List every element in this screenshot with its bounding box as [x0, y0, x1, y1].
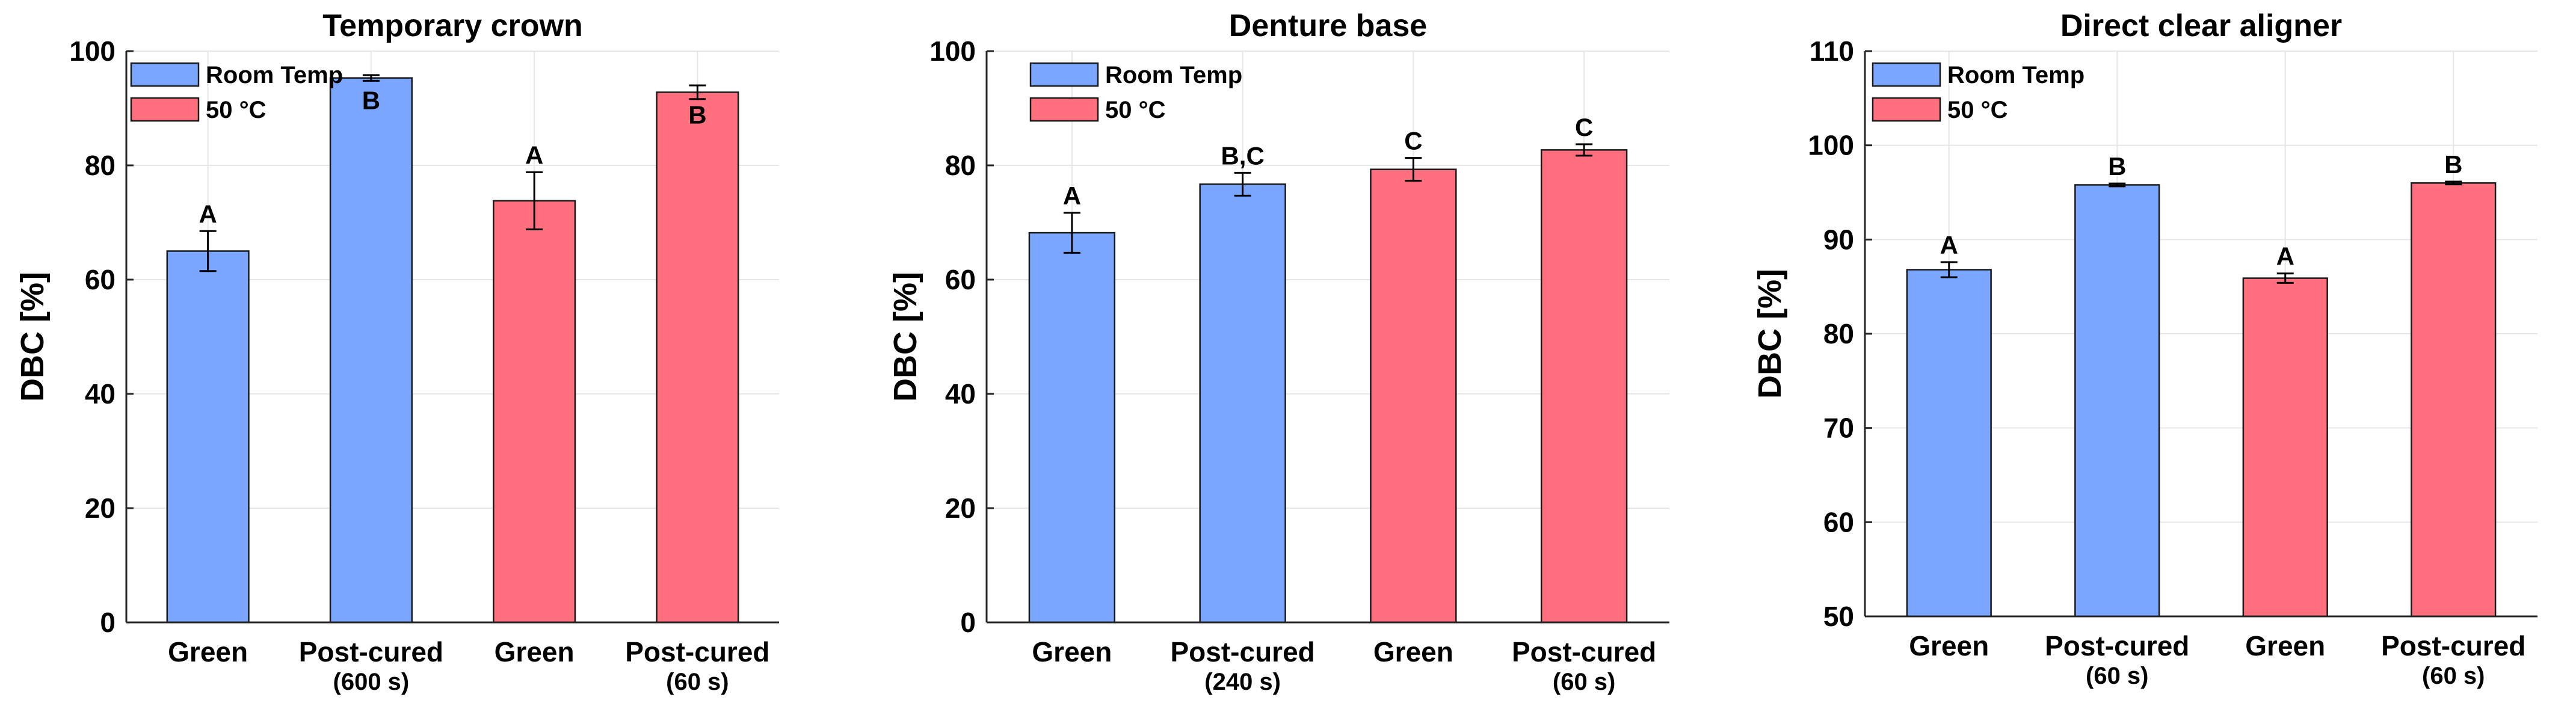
x-tick-label: Post-cured	[2045, 630, 2189, 661]
significance-label: A	[2276, 242, 2294, 271]
y-axis-label: DBC [%]	[14, 272, 51, 402]
significance-label: C	[1575, 113, 1593, 141]
bar	[166, 250, 250, 624]
legend-label: 50 °C	[1105, 97, 1166, 123]
x-tick-label: Post-cured	[2381, 630, 2525, 661]
bar	[656, 91, 739, 624]
legend: Room Temp 50 °C	[1029, 62, 1242, 123]
y-axis-label: DBC [%]	[1752, 269, 1788, 399]
x-tick-label: Green	[1373, 636, 1453, 668]
legend: Room Temp 50 °C	[130, 62, 343, 123]
bar	[329, 77, 413, 624]
x-tick-label: Green	[1909, 630, 1989, 661]
chart-title: Direct clear aligner	[2060, 8, 2342, 43]
y-tick-label: 0	[100, 607, 116, 638]
y-tick-label: 70	[1823, 413, 1854, 444]
y-tick-label: 90	[1823, 224, 1854, 255]
x-tick-sublabel: (60 s)	[2086, 663, 2149, 689]
significance-label: B	[2444, 150, 2462, 179]
significance-label: A	[1940, 231, 1958, 259]
x-tick-sublabel: (600 s)	[333, 669, 410, 695]
bar	[1199, 183, 1286, 624]
x-tick-label: Post-cured	[1512, 636, 1656, 668]
x-tick-label: Green	[2245, 630, 2325, 661]
y-tick-label: 60	[85, 264, 116, 295]
significance-label: C	[1404, 127, 1422, 155]
bar	[1540, 149, 1628, 624]
legend-swatch	[1872, 62, 1941, 87]
significance-label: B,C	[1221, 141, 1264, 170]
bar	[2242, 277, 2328, 618]
bar	[1906, 269, 1992, 618]
legend-swatch	[1029, 62, 1099, 87]
y-tick-label: 80	[945, 150, 976, 181]
x-tick-label: Post-cured	[1170, 636, 1314, 668]
y-tick-label: 20	[85, 493, 116, 524]
significance-label: B	[362, 87, 380, 115]
y-tick-label: 100	[929, 35, 976, 67]
bar	[2074, 184, 2160, 618]
legend-swatch	[130, 97, 200, 122]
significance-label: A	[525, 141, 543, 169]
y-tick-label: 20	[945, 493, 976, 524]
x-tick-label: Post-cured	[299, 636, 443, 668]
y-tick-label: 40	[945, 378, 976, 410]
significance-label: A	[1063, 182, 1081, 210]
significance-label: A	[199, 200, 217, 228]
chart-title: Temporary crown	[322, 8, 582, 43]
x-tick-sublabel: (60 s)	[666, 669, 729, 695]
x-tick-sublabel: (240 s)	[1204, 669, 1281, 695]
legend-label: Room Temp	[1947, 62, 2085, 88]
y-tick-label: 40	[85, 378, 116, 410]
y-tick-label: 80	[1823, 318, 1854, 349]
legend-label: 50 °C	[206, 97, 267, 123]
x-tick-label: Green	[1032, 636, 1112, 668]
x-tick-label: Post-cured	[625, 636, 769, 668]
legend-label: Room Temp	[206, 62, 343, 88]
legend-label: Room Temp	[1105, 62, 1242, 88]
x-tick-label: Green	[168, 636, 248, 668]
x-tick-sublabel: (60 s)	[1553, 669, 1616, 695]
bar	[2411, 182, 2497, 618]
chart-title: Denture base	[1229, 8, 1427, 43]
legend-swatch	[1872, 97, 1941, 122]
legend-swatch	[1029, 97, 1099, 122]
y-axis-label: DBC [%]	[887, 272, 923, 402]
y-tick-label: 60	[945, 264, 976, 295]
y-tick-label: 80	[85, 150, 116, 181]
legend-swatch	[130, 62, 200, 87]
bar	[1370, 168, 1457, 624]
y-tick-label: 60	[1823, 506, 1854, 538]
y-tick-label: 0	[960, 607, 976, 638]
bar	[493, 200, 576, 624]
bar	[1028, 232, 1116, 624]
x-tick-label: Green	[495, 636, 575, 668]
y-tick-label: 110	[1810, 35, 1854, 67]
y-tick-label: 100	[69, 35, 116, 67]
x-tick-sublabel: (60 s)	[2422, 663, 2485, 689]
legend: Room Temp 50 °C	[1872, 62, 2085, 123]
significance-label: B	[688, 100, 706, 129]
y-tick-label: 100	[1808, 130, 1854, 161]
y-tick-label: 50	[1823, 601, 1854, 632]
legend-label: 50 °C	[1947, 97, 2008, 123]
significance-label: B	[2108, 152, 2126, 180]
